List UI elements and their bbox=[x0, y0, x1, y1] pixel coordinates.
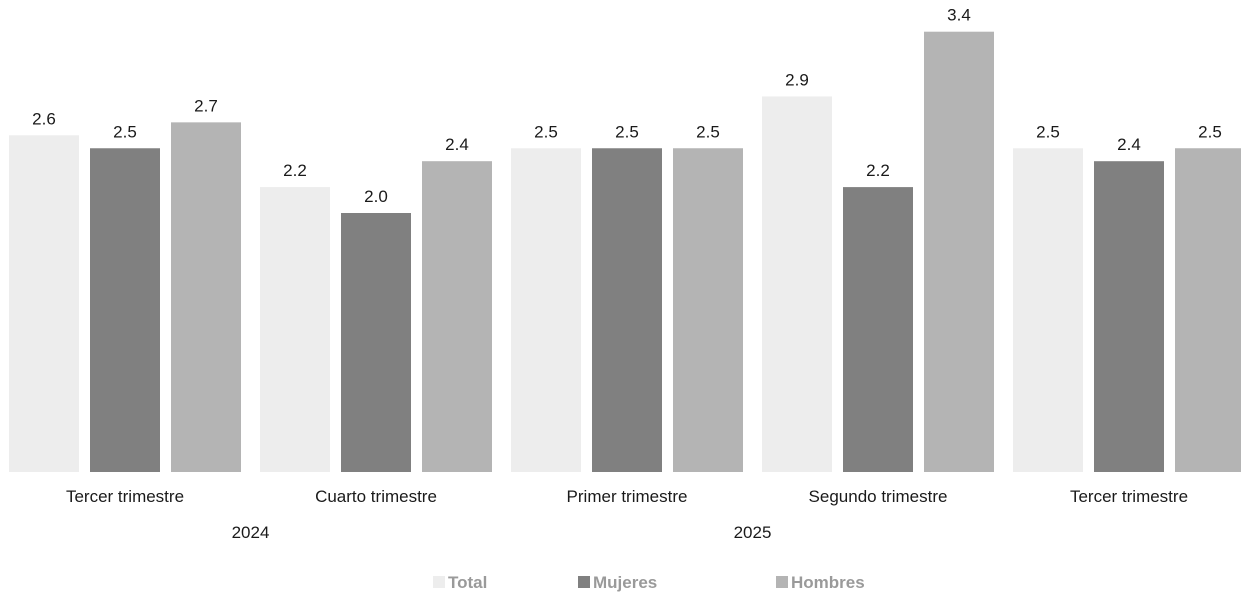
bar-total-0 bbox=[9, 135, 79, 473]
group-labels-layer: 2024 2025 bbox=[232, 523, 772, 542]
data-label-mujeres-0: 2.5 bbox=[113, 122, 137, 141]
bars-layer bbox=[9, 31, 1241, 473]
data-label-hombres-1: 2.4 bbox=[445, 135, 469, 154]
legend-swatch-mujeres bbox=[578, 576, 590, 588]
data-label-mujeres-3: 2.2 bbox=[866, 161, 890, 180]
bar-hombres-4 bbox=[1175, 148, 1241, 472]
data-label-total-0: 2.6 bbox=[32, 109, 56, 128]
bar-total-2 bbox=[511, 148, 581, 472]
bar-hombres-1 bbox=[422, 161, 492, 472]
legend: Total Mujeres Hombres bbox=[433, 573, 865, 592]
data-label-hombres-0: 2.7 bbox=[194, 96, 218, 115]
bar-mujeres-2 bbox=[592, 148, 662, 472]
bar-hombres-3 bbox=[924, 31, 994, 472]
category-label-4: Tercer trimestre bbox=[1070, 487, 1188, 506]
bar-mujeres-3 bbox=[843, 187, 913, 472]
bar-total-1 bbox=[260, 187, 330, 472]
data-label-total-1: 2.2 bbox=[283, 161, 307, 180]
group-label-2025: 2025 bbox=[734, 523, 772, 542]
data-label-mujeres-2: 2.5 bbox=[615, 122, 639, 141]
bar-hombres-0 bbox=[171, 122, 241, 472]
legend-label-mujeres: Mujeres bbox=[593, 573, 657, 592]
category-label-3: Segundo trimestre bbox=[809, 487, 948, 506]
data-label-hombres-3: 3.4 bbox=[947, 6, 971, 25]
data-label-total-3: 2.9 bbox=[785, 70, 809, 89]
bar-mujeres-1 bbox=[341, 213, 411, 472]
value-labels-layer: 2.6 2.5 2.7 2.2 2.0 2.4 2.5 2.5 2.5 2.9 2.2 3.4 2.5 2… bbox=[32, 6, 1222, 206]
category-label-1: Cuarto trimestre bbox=[315, 487, 437, 506]
bar-total-3 bbox=[762, 96, 832, 472]
group-label-2024: 2024 bbox=[232, 523, 270, 542]
legend-swatch-hombres bbox=[776, 576, 788, 588]
data-label-mujeres-4: 2.4 bbox=[1117, 135, 1141, 154]
data-label-hombres-4: 2.5 bbox=[1198, 122, 1222, 141]
bar-total-4 bbox=[1013, 148, 1083, 472]
bar-mujeres-0 bbox=[90, 148, 160, 472]
bar-mujeres-4 bbox=[1094, 161, 1164, 472]
legend-label-total: Total bbox=[448, 573, 487, 592]
data-label-total-2: 2.5 bbox=[534, 122, 558, 141]
data-label-hombres-2: 2.5 bbox=[696, 122, 720, 141]
legend-label-hombres: Hombres bbox=[791, 573, 865, 592]
bar-hombres-2 bbox=[673, 148, 743, 472]
category-labels-layer: Tercer trimestre Cuarto trimestre Primer t… bbox=[66, 487, 1188, 506]
category-label-2: Primer trimestre bbox=[567, 487, 688, 506]
data-label-mujeres-1: 2.0 bbox=[364, 187, 388, 206]
data-label-total-4: 2.5 bbox=[1036, 122, 1060, 141]
legend-swatch-total bbox=[433, 576, 445, 588]
category-label-0: Tercer trimestre bbox=[66, 487, 184, 506]
